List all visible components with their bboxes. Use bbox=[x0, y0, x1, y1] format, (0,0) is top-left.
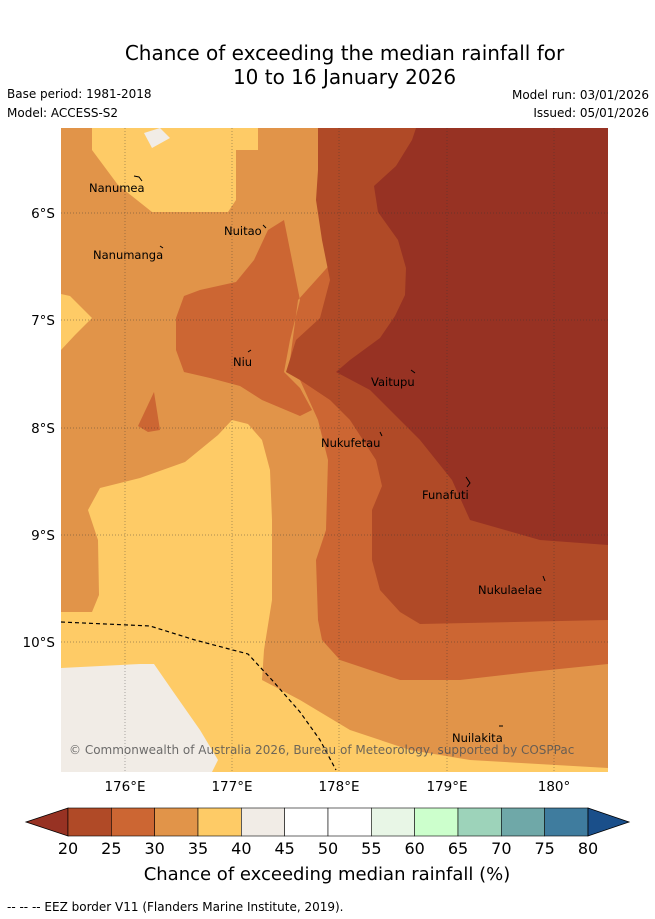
zone-40-45-south bbox=[61, 664, 218, 772]
place-vaitupu: Vaitupu bbox=[371, 375, 415, 389]
place-nukulaelae: Nukulaelae bbox=[478, 583, 542, 597]
eez-border bbox=[60, 621, 337, 771]
colorbar-tick-label: 65 bbox=[448, 839, 468, 858]
colorbar-cell bbox=[371, 807, 415, 837]
zone-35-40-south bbox=[61, 420, 608, 772]
zone-35-40-north bbox=[92, 128, 258, 212]
map-area bbox=[61, 128, 608, 772]
zone-40-45-north bbox=[144, 128, 170, 148]
zone-25-30-blob bbox=[138, 392, 160, 432]
colorbar-cell bbox=[284, 807, 329, 837]
place-nuilakita: Nuilakita bbox=[452, 731, 503, 745]
colorbar-cells bbox=[24, 807, 631, 837]
colorbar-tick-label: 80 bbox=[578, 839, 598, 858]
lon-tick-178e: 178°E bbox=[318, 779, 359, 795]
place-niu: Niu bbox=[233, 355, 252, 369]
model-name: Model: ACCESS-S2 bbox=[7, 106, 119, 120]
colorbar-cell bbox=[327, 807, 372, 837]
issued-date: Issued: 05/01/2026 bbox=[533, 106, 649, 120]
base-period: Base period: 1981-2018 bbox=[7, 87, 152, 101]
graticule bbox=[61, 128, 608, 772]
place-nanumanga: Nanumanga bbox=[93, 248, 163, 262]
model-run-date: Model run: 03/01/2026 bbox=[511, 88, 649, 102]
lat-tick-8s: 8°S bbox=[31, 421, 55, 437]
colorbar-label: Chance of exceeding median rainfall (%) bbox=[144, 864, 511, 885]
place-nukufetau: Nukufetau bbox=[321, 436, 380, 450]
zone-15-20 bbox=[336, 128, 608, 545]
lat-tick-6s: 6°S bbox=[31, 206, 55, 222]
colorbar-tick-label: 60 bbox=[404, 839, 424, 858]
colorbar-over-arrow bbox=[587, 807, 631, 837]
colorbar: 20 25 30 35 40 45 50 55 60 65 70 75 80 Chance of exc… bbox=[24, 807, 631, 885]
colorbar-tick-label: 45 bbox=[274, 839, 294, 858]
lon-tick-179e: 179°E bbox=[426, 779, 467, 795]
lon-tick-180: 180° bbox=[538, 779, 571, 795]
colorbar-ticks: 20 25 30 35 40 45 50 55 60 65 70 75 80 bbox=[58, 839, 598, 858]
map-title-line1: Chance of exceeding the median rainfall … bbox=[124, 41, 565, 65]
eez-footnote: -- -- -- EEZ border V11 (Flanders Marine… bbox=[7, 900, 344, 914]
colorbar-cell bbox=[414, 807, 459, 837]
colorbar-tick-label: 25 bbox=[101, 839, 121, 858]
colorbar-tick-label: 50 bbox=[318, 839, 338, 858]
colorbar-under-arrow bbox=[24, 807, 69, 837]
lon-tick-177e: 177°E bbox=[211, 779, 252, 795]
colorbar-tick-label: 55 bbox=[361, 839, 381, 858]
place-funafuti: Funafuti bbox=[422, 488, 469, 502]
colorbar-cell bbox=[154, 807, 199, 837]
map-title-line2: 10 to 16 January 2026 bbox=[232, 65, 457, 89]
colorbar-cell bbox=[241, 807, 285, 837]
island-marks bbox=[133, 175, 546, 727]
colorbar-cell bbox=[67, 807, 112, 837]
lat-tick-10s: 10°S bbox=[23, 635, 56, 651]
colorbar-cell bbox=[197, 807, 242, 837]
colorbar-tick-label: 40 bbox=[231, 839, 251, 858]
place-nanumea: Nanumea bbox=[89, 181, 145, 195]
colorbar-tick-label: 75 bbox=[534, 839, 554, 858]
zone-35-40-west bbox=[61, 294, 92, 350]
longitude-ticks: 176°E 177°E 178°E 179°E 180° bbox=[104, 779, 570, 795]
lat-tick-9s: 9°S bbox=[31, 528, 55, 544]
colorbar-cell bbox=[111, 807, 155, 837]
place-labels: Nanumea Nuitao Nanumanga Niu Vaitupu Nuk… bbox=[89, 181, 542, 745]
copyright-notice: © Commonwealth of Australia 2026, Bureau… bbox=[69, 743, 574, 757]
colorbar-tick-label: 70 bbox=[491, 839, 511, 858]
colorbar-cell bbox=[501, 807, 545, 837]
lat-tick-7s: 7°S bbox=[31, 313, 55, 329]
rainfall-map: Nanumea Nuitao Nanumanga Niu Vaitupu Nuk… bbox=[23, 128, 608, 795]
colorbar-tick-label: 35 bbox=[188, 839, 208, 858]
latitude-ticks: 6°S 7°S 8°S 9°S 10°S bbox=[23, 206, 56, 651]
lon-tick-176e: 176°E bbox=[104, 779, 145, 795]
place-nuitao: Nuitao bbox=[224, 224, 262, 238]
colorbar-tick-label: 30 bbox=[144, 839, 164, 858]
colorbar-tick-label: 20 bbox=[58, 839, 78, 858]
colorbar-cell bbox=[457, 807, 502, 837]
colorbar-cell bbox=[544, 807, 589, 837]
